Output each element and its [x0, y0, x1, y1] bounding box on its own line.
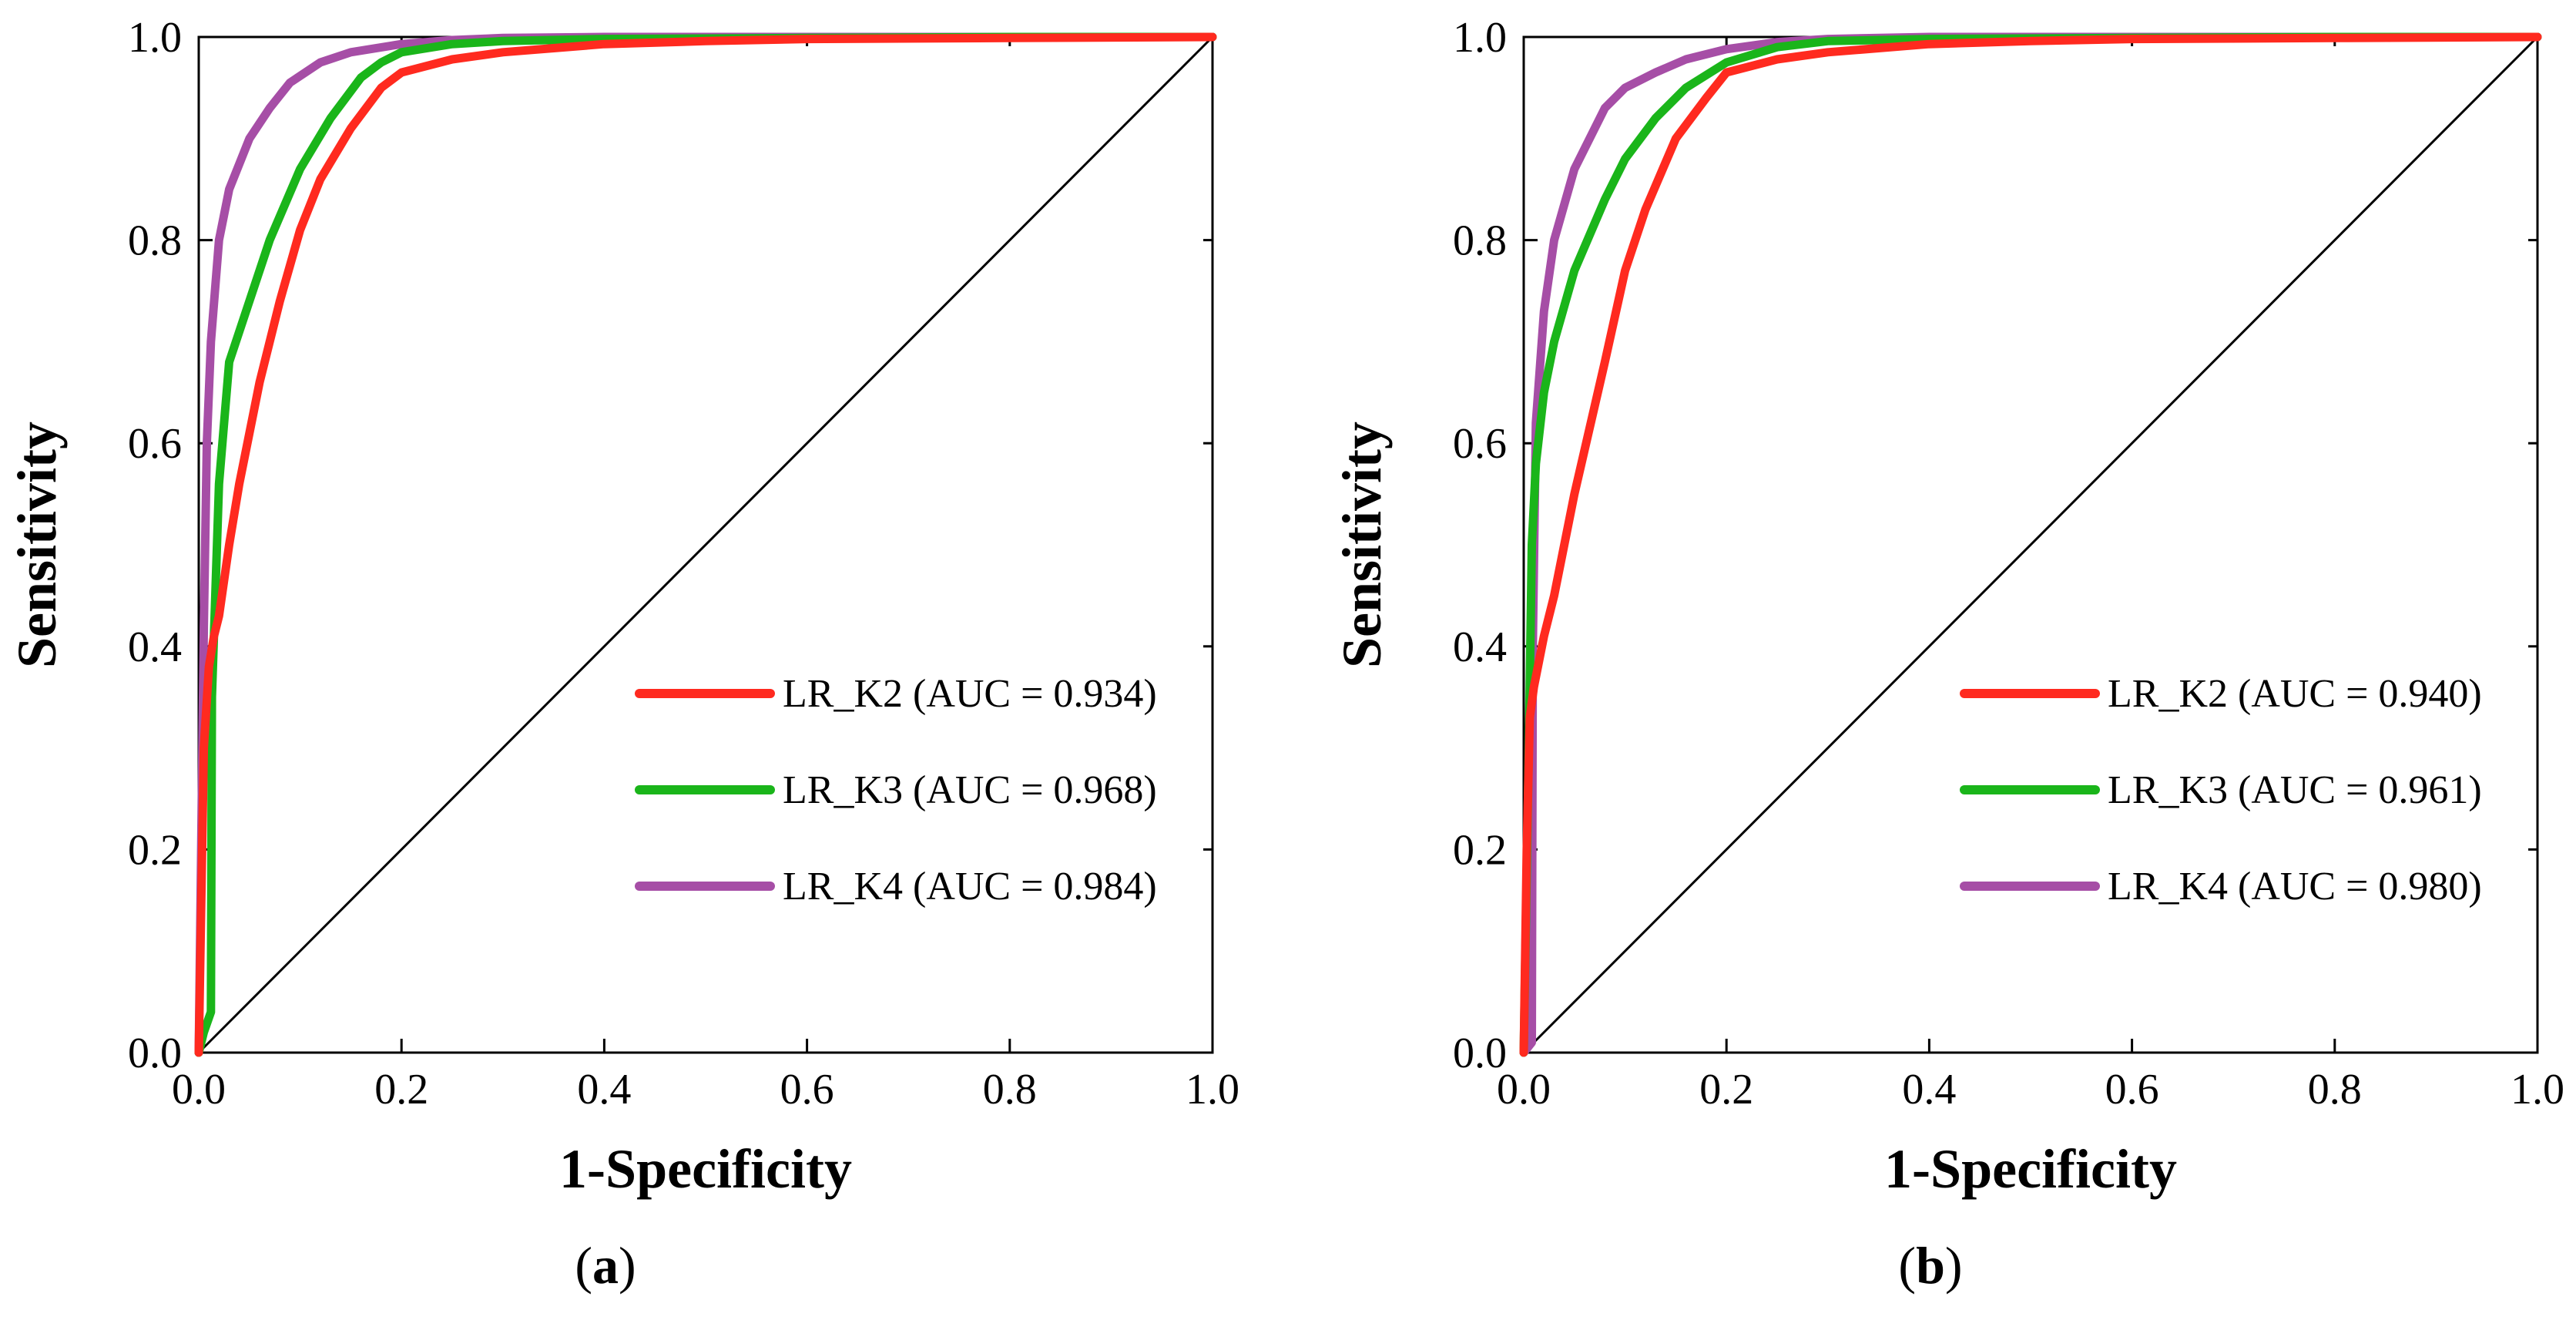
x-tick-label: 0.8 [983, 1066, 1037, 1113]
chart-panel-b: 0.0 0.2 0.4 0.6 0.8 1.0 0.0 0.2 0.4 0.6 0.8 1.0 1-Sp… [1325, 0, 2576, 1320]
panel-label: (b) [1898, 1236, 1962, 1295]
legend-label: LR_K4 (AUC = 0.984) [783, 865, 1157, 909]
roc-curve-3 [1519, 32, 2542, 1057]
y-tick-label: 0.6 [1453, 420, 1507, 468]
x-tick-label: 0.0 [1497, 1066, 1551, 1113]
y-tick-label: 0.4 [1453, 623, 1507, 671]
x-tick-label: 0.8 [2308, 1066, 2362, 1113]
x-tick-label: 1.0 [2511, 1066, 2564, 1113]
roc-chart-b: 0.0 0.2 0.4 0.6 0.8 1.0 0.0 0.2 0.4 0.6 0.8 1.0 1-Sp… [1331, 14, 2564, 1295]
y-tick-label: 0.6 [128, 420, 182, 468]
x-tick-label: 0.6 [780, 1066, 834, 1113]
roc-chart-a: 0.0 0.2 0.4 0.6 0.8 1.0 0.0 0.2 0.4 0.6 0.8 1.0 1-Sp… [6, 14, 1239, 1295]
legend-label: LR_K2 (AUC = 0.940) [2108, 672, 2482, 716]
x-tick-label: 1.0 [1186, 1066, 1239, 1113]
y-tick-label: 0.2 [128, 826, 182, 874]
x-tick-label: 0.4 [577, 1066, 631, 1113]
roc-curve-3 [194, 32, 1217, 1057]
y-tick-label: 0.8 [1453, 217, 1507, 265]
y-tick-label: 0.8 [128, 217, 182, 265]
roc-curve-2 [1519, 32, 2542, 1057]
reference-diagonal [1522, 35, 2539, 1054]
x-tick-label: 0.2 [374, 1066, 428, 1113]
legend-label: LR_K3 (AUC = 0.968) [783, 768, 1157, 812]
x-axis-title: 1-Specificity [559, 1138, 852, 1200]
panel-label: (a) [575, 1236, 636, 1295]
x-tick-label: 0.4 [1902, 1066, 1956, 1113]
y-tick-label: 1.0 [1453, 14, 1507, 62]
y-tick-label: 0.2 [1453, 826, 1507, 874]
x-tick-label: 0.0 [172, 1066, 226, 1113]
reference-diagonal [197, 35, 1214, 1054]
x-tick-label: 0.6 [2105, 1066, 2159, 1113]
chart-panel-a: 0.0 0.2 0.4 0.6 0.8 1.0 0.0 0.2 0.4 0.6 0.8 1.0 1-Sp… [6, 14, 1239, 1295]
y-tick-label: 0.0 [128, 1029, 182, 1077]
y-axis-title: Sensitivity [1331, 422, 1393, 668]
y-axis-title: Sensitivity [6, 422, 68, 668]
y-tick-label: 0.4 [128, 623, 182, 671]
y-tick-label: 1.0 [128, 14, 182, 62]
x-axis-title: 1-Specificity [1884, 1138, 2177, 1200]
roc-curve-2 [194, 32, 1217, 1057]
y-tick-label: 0.0 [1453, 1029, 1507, 1077]
legend-label: LR_K4 (AUC = 0.980) [2108, 865, 2482, 909]
x-tick-label: 0.2 [1699, 1066, 1753, 1113]
legend-label: LR_K3 (AUC = 0.961) [2108, 768, 2482, 812]
legend-label: LR_K2 (AUC = 0.934) [783, 672, 1157, 716]
